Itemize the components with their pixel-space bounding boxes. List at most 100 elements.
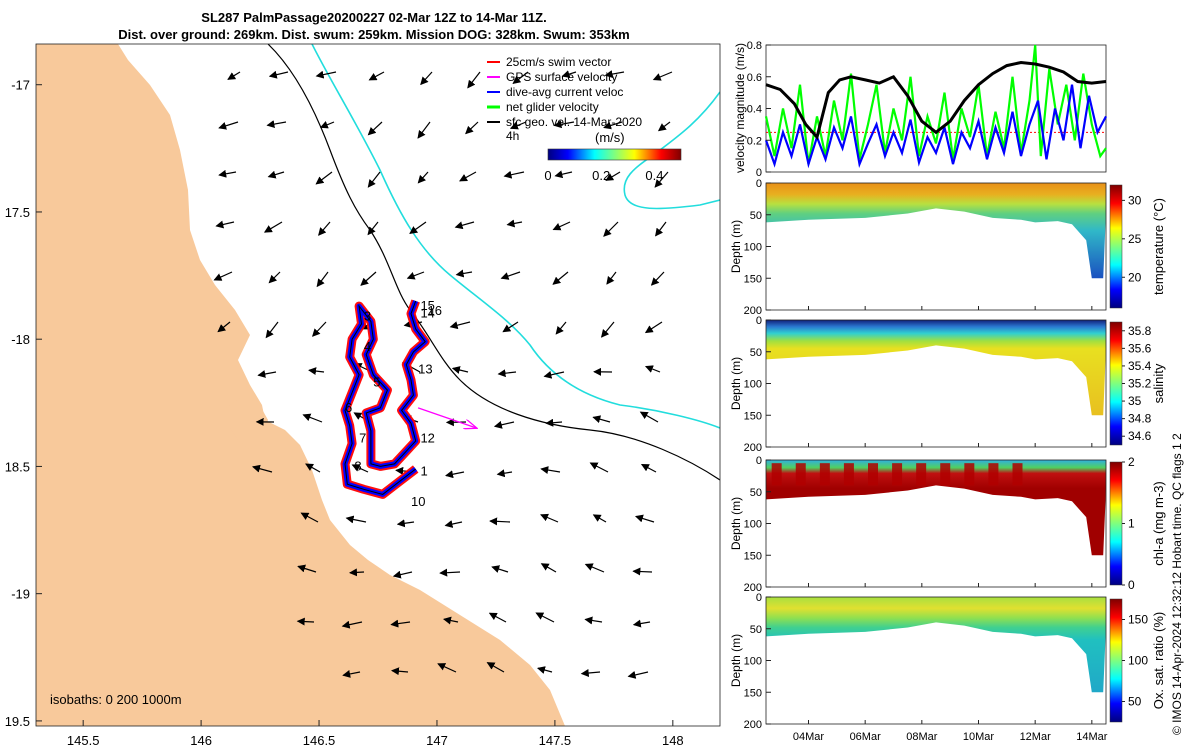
map-xtick-label: 147.5 — [539, 733, 572, 748]
island-land — [226, 398, 268, 450]
sfc-geo-vector-arrow — [300, 512, 319, 523]
sfc-geo-vector-arrow — [267, 170, 285, 179]
sfc-geo-vector-arrow — [502, 321, 519, 333]
section-xtick-label: 08Mar — [906, 731, 938, 743]
sfc-geo-vector-arrow — [451, 366, 469, 374]
plot-title-line-1: SL287 PalmPassage20200227 02-Mar 12Z to … — [201, 10, 547, 25]
colorbar-tick-label: 35.6 — [1128, 341, 1152, 355]
sfc-geo-vector-arrow — [217, 321, 231, 333]
sfc-geo-vector-arrow — [488, 612, 507, 623]
waypoint-label-10: 10 — [411, 494, 425, 509]
map-axis-ticks: 145.5 146 146.5 147 147.5 148-1717.5-1818.5-1… — [5, 78, 684, 748]
velocity-ylabel: velocity magnitude (m/s) — [733, 43, 747, 173]
velocity-ytick-label: 0.8 — [747, 40, 762, 52]
colorbar-tick-label: 1 — [1128, 517, 1135, 531]
chl-dive-column — [771, 463, 782, 486]
colorbar-tick-label: 2 — [1128, 455, 1135, 469]
map-xtick-label: 147 — [426, 733, 448, 748]
section-panel-salinity-section: 0 50 100 150 200 Depth (m) 34.6 34.8 35 35.2 35.4 3… — [729, 315, 1166, 454]
waypoint-label-8: 8 — [354, 458, 361, 473]
map-xtick-label: 146.5 — [303, 733, 336, 748]
legend-sfc-geo: sfc geo. vel. 14-Mar-2020 — [506, 115, 642, 129]
sfc-geo-vector-arrow — [345, 515, 367, 524]
isobath-1000m-shelf — [623, 91, 720, 210]
colorbar-tick-label: 0.4 — [645, 168, 663, 183]
section-ytick-label: 100 — [744, 242, 762, 254]
section-ylabel: Depth (m) — [729, 220, 743, 273]
colorbar-tick-label: 35.8 — [1128, 324, 1152, 338]
section-ylabel: Depth (m) — [729, 634, 743, 687]
sfc-geo-vector-arrow — [605, 171, 621, 181]
section-ytick-label: 200 — [744, 442, 762, 454]
sfc-geo-vector-arrow — [553, 120, 575, 129]
credit-line: © IMOS 14-Apr-2024 12:32:12 Hobart time.… — [1170, 433, 1184, 735]
section-colorbar — [1109, 461, 1123, 586]
colorbar-tick-label: 50 — [1128, 695, 1142, 709]
velocity-series-sfc-geo-speed — [765, 60, 1107, 141]
sfc-geo-vector-arrow — [257, 370, 277, 378]
sfc-geo-vector-arrow — [417, 171, 429, 184]
section-panel-temperature-section: 0 50 100 150 200 Depth (m) 20 25 30 temperature (… — [729, 178, 1166, 317]
isobaths-label: isobaths: 0 200 1000m — [50, 692, 182, 707]
sfc-geo-vector-arrow — [652, 71, 673, 81]
sfc-geo-vector-arrow — [639, 411, 659, 423]
sfc-geo-vector-arrow — [640, 463, 657, 473]
sfc-geo-vector-arrow — [606, 271, 617, 285]
sfc-geo-vector-arrow — [561, 70, 577, 78]
waypoint-label-15: 15 — [420, 298, 434, 313]
sfc-geo-vector-arrow — [592, 514, 607, 523]
sfc-geo-vector-arrow — [437, 663, 457, 673]
sfc-geo-vector-arrow — [367, 171, 381, 188]
colorbar-tick-label: 34.8 — [1128, 412, 1152, 426]
chl-dive-column — [964, 463, 975, 486]
sfc-geo-vector-arrow — [449, 321, 471, 330]
map-ytick-label: 18.5 — [5, 459, 30, 474]
sfc-geo-vector-arrow — [657, 121, 671, 132]
section-colorbar-label: Ox. sat. ratio (%) — [1151, 612, 1166, 710]
section-ytick-label: 200 — [744, 719, 762, 731]
colorbar-tick-label: 0 — [1128, 578, 1135, 592]
waypoint-label-13: 13 — [418, 362, 432, 377]
section-data-field — [766, 597, 1106, 693]
sfc-geo-vector-arrow — [592, 415, 611, 424]
chl-dive-column — [988, 463, 999, 486]
chl-dive-column — [868, 463, 878, 486]
colorbar-tick-label: 0 — [544, 168, 551, 183]
velocity-series-dive-avg-current-speed — [764, 84, 1107, 169]
section-ytick-label: 150 — [744, 410, 762, 422]
sfc-geo-vector-arrow — [218, 169, 237, 178]
sfc-geo-vector-arrow — [315, 70, 337, 79]
sfc-geo-vector-arrow — [367, 121, 383, 136]
gps-surface-velocity-vector — [417, 407, 477, 428]
waypoint-label-3: 3 — [364, 308, 371, 323]
sfc-geo-vector-arrow — [580, 669, 601, 678]
chl-dive-column — [1012, 463, 1023, 486]
sfc-geo-vector-arrow — [500, 271, 521, 280]
sfc-geo-vector-arrow — [497, 369, 517, 378]
sfc-geo-vector-arrow — [600, 321, 615, 338]
sfc-geo-vector-arrow — [348, 568, 365, 577]
sfc-geo-vector-arrow — [319, 121, 335, 129]
sfc-geo-vector-arrow — [496, 469, 513, 478]
legend-gps-velocity: GPS surface velocity — [506, 70, 617, 84]
section-ytick-label: 150 — [744, 550, 762, 562]
section-ytick-label: 0 — [756, 455, 762, 467]
velocity-magnitude-panel: 0 0.2 0.4 0.6 0.8 velocity magnitude (m/s) — [733, 40, 1107, 179]
colorbar-tick-label: 34.6 — [1128, 429, 1152, 443]
sfc-geo-vector-arrow — [540, 513, 559, 523]
sfc-geo-vector-arrow — [341, 620, 363, 629]
sfc-geo-vector-arrow — [252, 464, 273, 473]
section-xtick-label: 06Mar — [850, 731, 882, 743]
sfc-geo-vector-arrow — [439, 568, 461, 577]
section-ytick-label: 50 — [750, 624, 762, 636]
section-ytick-label: 50 — [750, 487, 762, 499]
sfc-geo-vector-arrow — [263, 221, 283, 233]
sfc-geo-vector-arrow — [302, 413, 323, 423]
waypoint-label-4: 4 — [364, 339, 371, 354]
isobath-1000m — [311, 44, 720, 429]
legend-dive-avg: dive-avg current veloc — [506, 85, 623, 99]
colorbar-tick-label: 150 — [1128, 613, 1148, 627]
colorbar-tick-label: 30 — [1128, 193, 1142, 207]
